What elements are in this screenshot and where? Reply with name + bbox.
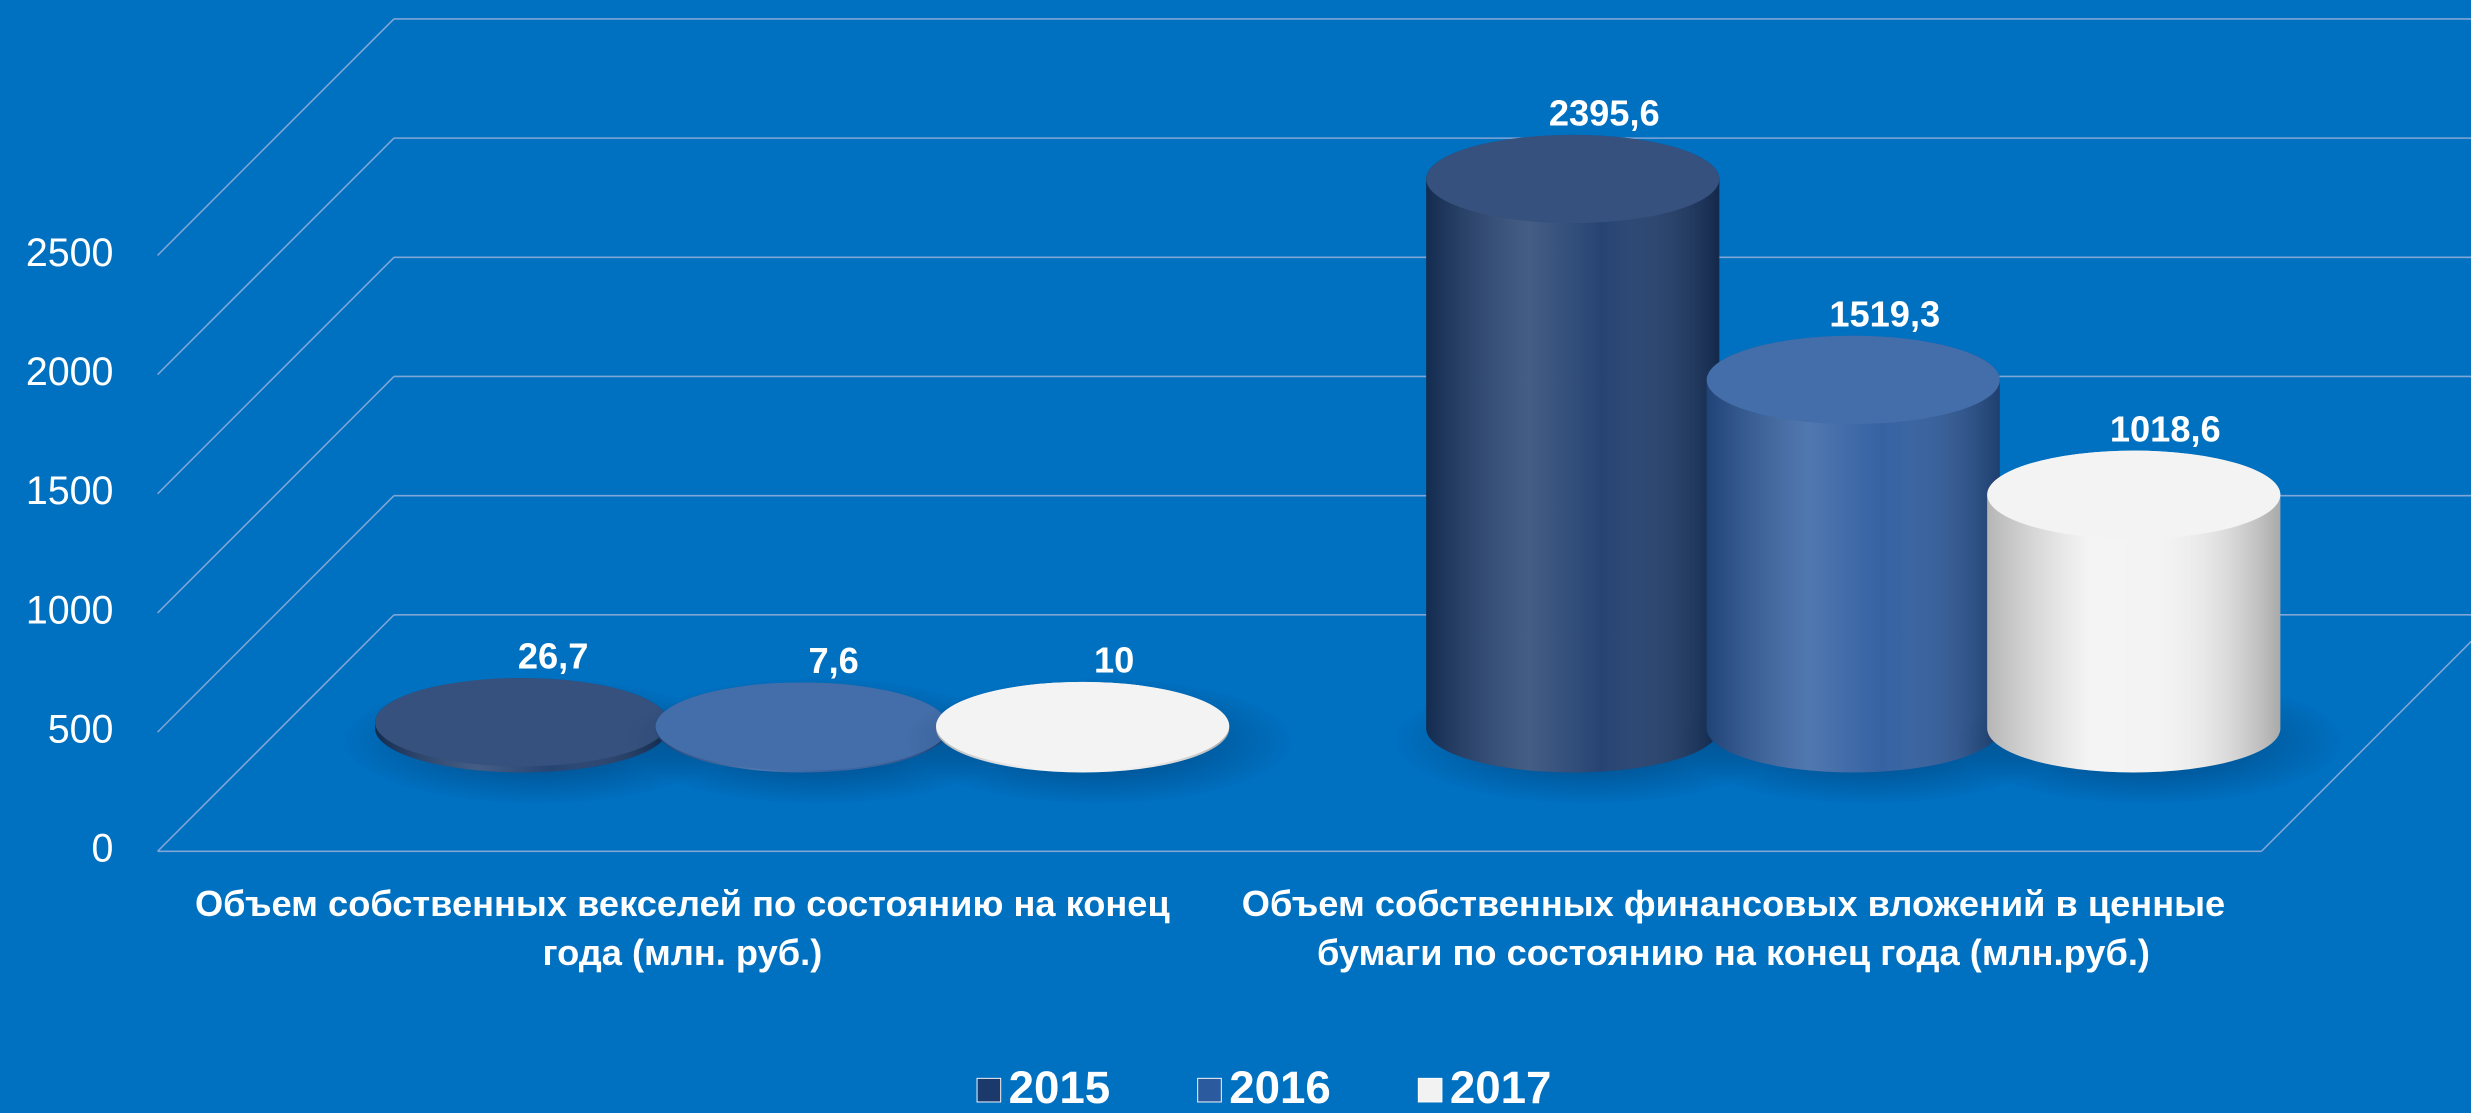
y-tick-label: 1000 — [26, 588, 114, 632]
legend-swatch — [976, 1077, 1002, 1103]
y-tick-label: 500 — [48, 708, 114, 752]
legend-label: 2017 — [1450, 1062, 1552, 1113]
data-label: 10 — [1094, 640, 1134, 681]
cylinder-top-shine — [1706, 335, 2000, 425]
grid-line — [157, 256, 395, 495]
data-label: 26,7 — [518, 636, 589, 677]
cylinder-top — [1987, 450, 2281, 539]
grid-line — [157, 18, 395, 256]
y-tick-label: 0 — [92, 827, 114, 871]
data-label: 1519,3 — [1829, 293, 1940, 334]
cylinder-shine — [1706, 335, 2000, 773]
floor-edge — [2260, 640, 2471, 852]
cylinder-top — [655, 682, 949, 771]
grid-line — [157, 137, 395, 376]
legend-swatch — [1197, 1077, 1222, 1103]
cylinder-shine — [1426, 134, 1720, 773]
cylinder-top-shine — [1426, 134, 1720, 224]
data-label: 2395,6 — [1549, 93, 1660, 134]
data-label: 7,6 — [808, 640, 858, 681]
cylinder-top-shine — [936, 681, 1230, 771]
legend-label: 2016 — [1229, 1062, 1331, 1113]
cylinder-top — [1706, 335, 2000, 425]
cylinder-top — [936, 681, 1230, 771]
data-label: 1018,6 — [2110, 408, 2221, 449]
grid-line — [157, 495, 395, 733]
x-tick-label: Объем собственных финансовых вложений в … — [1241, 882, 2226, 973]
y-tick-label: 2500 — [26, 231, 114, 275]
grid-line — [157, 614, 395, 852]
cylinder-top-shine — [375, 678, 669, 767]
cylinder-top — [1426, 134, 1720, 224]
y-tick-label: 2000 — [26, 350, 114, 394]
grid-line — [157, 375, 395, 614]
legend-label: 2015 — [1009, 1062, 1111, 1113]
y-tick-label: 1500 — [26, 469, 114, 513]
cylinder-top — [375, 678, 669, 767]
legend: 2015 2016 2017 — [976, 1062, 1552, 1113]
x-tick-label: Объем собственных векселей по состоянию … — [194, 882, 1170, 973]
bars: 26,7 7,6 10 2395,6 1519,3 1018,6 — [343, 93, 2344, 805]
legend-swatch — [1417, 1077, 1443, 1103]
cylinder-top-shine — [655, 682, 949, 771]
cylinder-top-shine — [1987, 450, 2281, 539]
